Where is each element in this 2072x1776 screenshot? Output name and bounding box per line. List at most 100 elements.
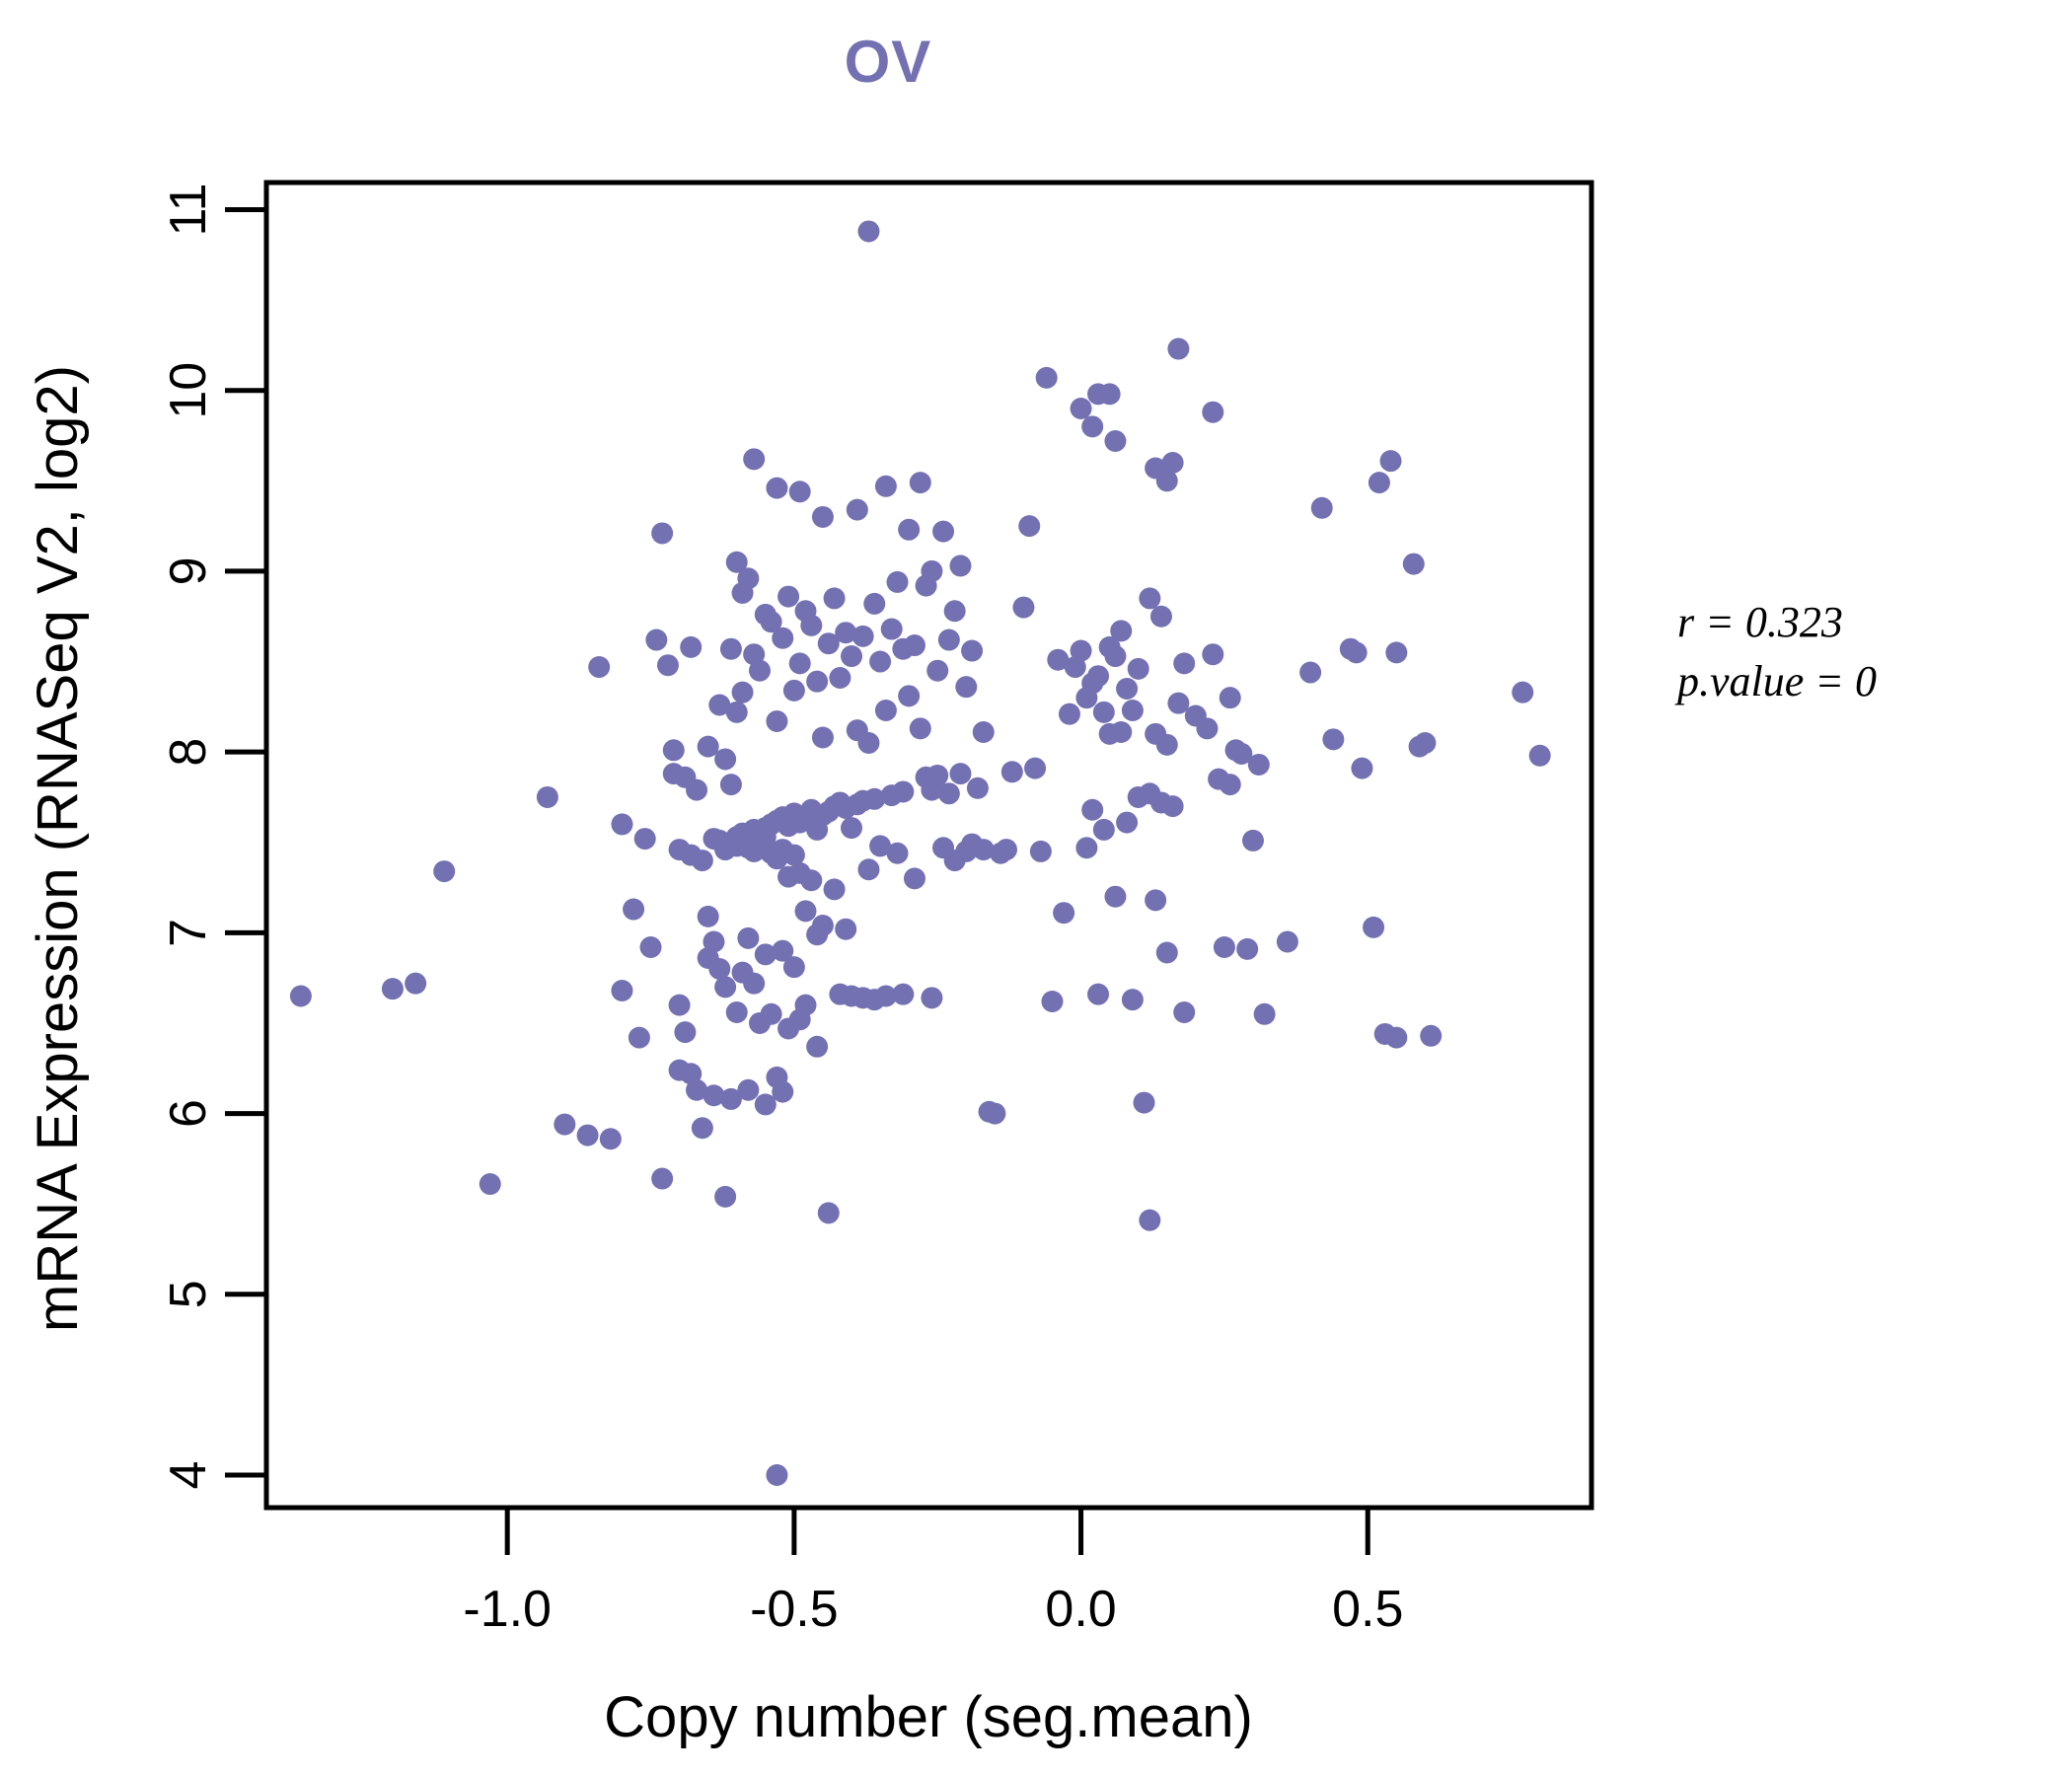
data-point	[433, 860, 456, 883]
data-point	[714, 976, 737, 999]
data-point	[777, 585, 800, 608]
data-point	[766, 1464, 788, 1487]
data-point	[1018, 515, 1041, 538]
data-point	[1121, 989, 1144, 1011]
data-point	[811, 915, 834, 937]
data-point	[794, 994, 817, 1016]
data-point	[817, 1202, 840, 1224]
data-point	[725, 1000, 748, 1023]
page-title: OV	[844, 29, 932, 95]
data-point	[782, 679, 805, 702]
x-tick-label: -1.0	[463, 1581, 552, 1638]
data-point	[686, 1078, 708, 1101]
data-point	[1149, 605, 1172, 628]
data-point	[1322, 728, 1345, 751]
data-point	[554, 1113, 576, 1136]
x-tick-label: 0.5	[1332, 1581, 1403, 1638]
data-point	[788, 481, 811, 503]
data-point	[1414, 731, 1437, 754]
data-point	[772, 939, 794, 962]
data-point	[1161, 795, 1184, 818]
data-point	[886, 842, 909, 864]
data-point	[405, 972, 427, 995]
data-point	[880, 618, 903, 640]
y-tick-label: 7	[160, 919, 217, 947]
data-point	[1202, 401, 1224, 423]
data-point	[800, 614, 823, 636]
y-tick-label: 6	[160, 1099, 217, 1128]
data-point	[633, 828, 656, 851]
data-point	[1219, 687, 1241, 709]
data-point	[972, 720, 995, 743]
data-points	[289, 220, 1551, 1487]
x-axis-label: Copy number (seg.mean)	[604, 1685, 1253, 1749]
data-point	[1139, 1209, 1161, 1231]
data-point	[697, 735, 719, 758]
data-point	[754, 1093, 777, 1116]
y-tick-label: 5	[160, 1280, 217, 1308]
data-point	[1070, 639, 1092, 662]
data-point	[674, 1021, 697, 1044]
data-point	[651, 1167, 674, 1190]
data-point	[851, 625, 874, 647]
data-point	[874, 985, 897, 1007]
data-point	[588, 656, 611, 679]
data-point	[737, 567, 760, 590]
data-point	[639, 936, 662, 959]
data-point	[909, 472, 931, 494]
data-point	[932, 520, 955, 543]
data-point	[719, 1087, 742, 1110]
data-point	[680, 635, 703, 658]
data-point	[874, 475, 897, 497]
data-point	[737, 926, 760, 949]
data-point	[943, 600, 966, 623]
data-point	[1058, 703, 1080, 725]
data-point	[1081, 415, 1104, 438]
data-point	[835, 622, 857, 644]
data-point	[841, 645, 863, 668]
data-point	[823, 878, 846, 901]
data-point	[984, 1102, 1006, 1125]
y-axis-ticks: 4 5 6 7 8 9 10 11	[160, 183, 266, 1489]
data-point	[1167, 692, 1190, 714]
y-tick-label: 9	[160, 556, 217, 585]
data-point	[1000, 761, 1023, 783]
data-point	[1127, 657, 1149, 680]
data-point	[955, 676, 978, 699]
data-point	[857, 858, 880, 881]
data-point	[823, 587, 846, 610]
data-point	[1420, 1024, 1443, 1047]
data-point	[1121, 700, 1144, 722]
data-point	[708, 958, 731, 981]
data-point	[1276, 930, 1298, 953]
data-point	[1098, 383, 1121, 406]
data-point	[1299, 661, 1322, 684]
data-point	[811, 726, 834, 749]
data-point	[754, 943, 777, 966]
data-point	[536, 785, 558, 808]
y-tick-label: 11	[160, 183, 217, 236]
data-point	[1012, 596, 1035, 619]
data-point	[966, 777, 989, 799]
data-point	[846, 498, 868, 521]
data-point	[874, 700, 897, 722]
data-point	[829, 667, 851, 690]
data-point	[1155, 941, 1178, 964]
data-point	[703, 1084, 725, 1107]
data-point	[760, 611, 782, 633]
data-point	[800, 869, 823, 892]
data-point	[1528, 744, 1551, 767]
data-point	[1512, 681, 1534, 703]
data-point	[1196, 717, 1219, 740]
data-point	[1173, 652, 1196, 675]
data-point	[708, 694, 731, 716]
data-point	[725, 551, 748, 573]
data-point	[1385, 641, 1408, 664]
data-point	[1167, 337, 1190, 360]
data-point	[1116, 811, 1139, 834]
correlation-annotation: r = 0.323	[1677, 598, 1843, 646]
data-point	[714, 1185, 737, 1208]
data-point	[782, 844, 805, 866]
data-point	[921, 987, 943, 1009]
